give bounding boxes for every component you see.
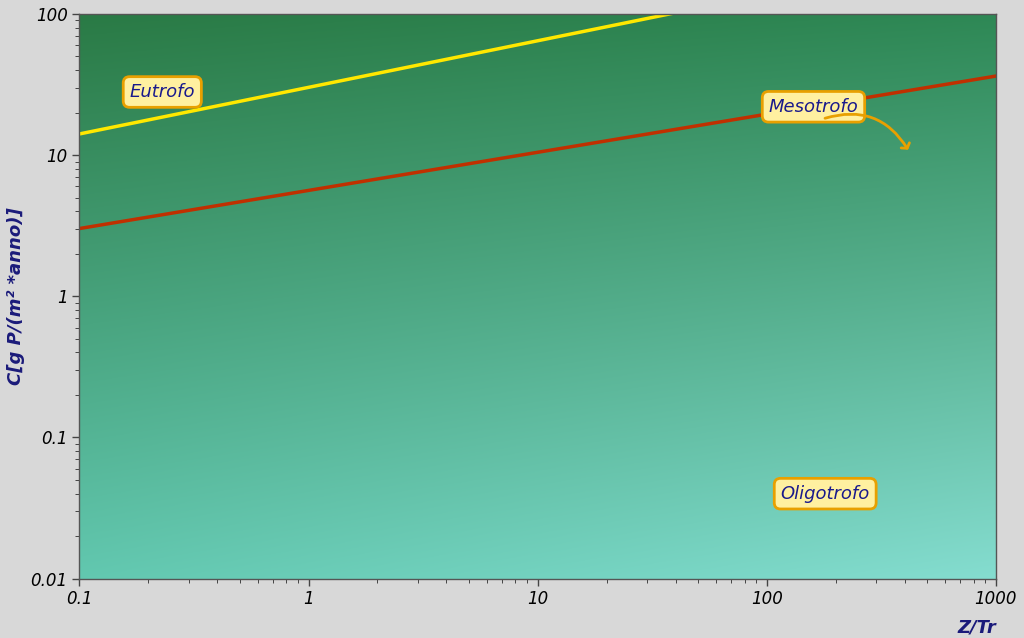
Text: Eutrofo: Eutrofo xyxy=(130,83,195,101)
Y-axis label: C[g P/(m² *anno)]: C[g P/(m² *anno)] xyxy=(7,207,25,385)
Text: Oligotrofo: Oligotrofo xyxy=(780,485,869,503)
Text: Z/Tr: Z/Tr xyxy=(957,618,995,636)
Text: Mesotrofo: Mesotrofo xyxy=(769,98,858,115)
